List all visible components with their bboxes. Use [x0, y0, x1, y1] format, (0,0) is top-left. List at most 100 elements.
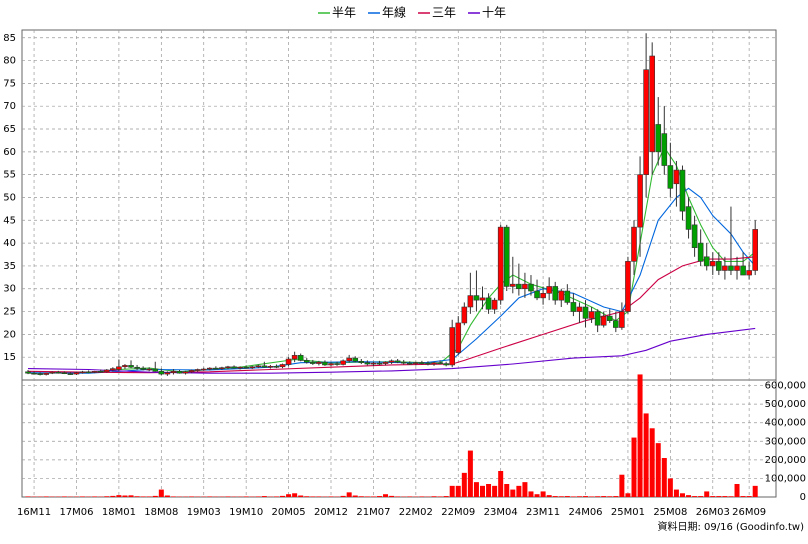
- volume-bar: [710, 496, 715, 497]
- y-tick-label: 65: [3, 124, 16, 135]
- candle-body: [516, 284, 521, 289]
- candle-body: [589, 312, 594, 319]
- plot-frame: [22, 30, 776, 497]
- candle-body: [638, 175, 643, 227]
- volume-bar: [474, 482, 479, 497]
- legend-label: 年線: [382, 5, 406, 20]
- candle-body: [680, 170, 685, 211]
- candle-body: [274, 366, 279, 367]
- candle-body: [735, 266, 740, 271]
- candle-body: [522, 284, 527, 289]
- volume-bar: [522, 482, 527, 497]
- volume-bar: [365, 496, 370, 497]
- volume-bar: [480, 486, 485, 497]
- volume-bar: [583, 496, 588, 497]
- candle-body: [92, 371, 97, 372]
- volume-bar: [516, 486, 521, 497]
- x-tick-label: 19M03: [187, 507, 221, 518]
- volume-bar: [468, 451, 473, 497]
- candle-body: [110, 369, 115, 370]
- volume-tick-label: 100,000: [765, 473, 806, 484]
- volume-bar: [753, 486, 758, 497]
- volume-bar: [686, 495, 691, 497]
- candle-body: [474, 296, 479, 301]
- volume-bar: [613, 496, 618, 497]
- x-tick-label: 18M01: [102, 507, 136, 518]
- x-tick-label: 26M03: [696, 507, 730, 518]
- volume-bar: [692, 496, 697, 497]
- candle-body: [359, 361, 364, 362]
- volume-bar: [395, 496, 400, 497]
- candle-body: [492, 300, 497, 309]
- candle-body: [50, 372, 55, 373]
- candle-body: [407, 363, 412, 364]
- volume-bar: [286, 494, 291, 497]
- volume-bar: [722, 496, 727, 497]
- volume-bar: [535, 494, 540, 497]
- candle-body: [401, 362, 406, 363]
- volume-bar: [595, 496, 600, 497]
- candle-body: [377, 363, 382, 364]
- candle-body: [456, 323, 461, 353]
- volume-bar: [171, 496, 176, 497]
- volume-tick-label: 400,000: [765, 418, 806, 429]
- candle-body: [601, 316, 606, 325]
- candle-body: [553, 286, 558, 300]
- x-tick-label: 22M02: [399, 507, 433, 518]
- volume-bar: [280, 496, 285, 497]
- candle-body: [510, 284, 515, 286]
- candle-body: [268, 366, 273, 367]
- candle-body: [44, 373, 49, 374]
- candle-body: [213, 368, 218, 369]
- candle-body: [547, 286, 552, 293]
- candle-body: [244, 367, 249, 368]
- volume-bar: [674, 490, 679, 497]
- candle-body: [710, 261, 715, 266]
- volume-bar: [44, 496, 49, 497]
- candle-body: [26, 372, 31, 373]
- volume-bar: [450, 486, 455, 497]
- volume-bar: [122, 496, 127, 497]
- volume-bar: [262, 496, 267, 497]
- candle-body: [189, 370, 194, 371]
- candle-body: [292, 355, 297, 359]
- candle-body: [577, 307, 582, 312]
- candle-body: [256, 366, 261, 367]
- candle-body: [62, 373, 67, 374]
- x-tick-label: 26M09: [732, 507, 766, 518]
- candle-body: [504, 227, 509, 286]
- volume-bar: [619, 475, 624, 497]
- y-tick-label: 40: [3, 238, 16, 249]
- candle-body: [444, 364, 449, 365]
- volume-bar: [353, 496, 358, 497]
- x-tick-label: 20M12: [314, 507, 348, 518]
- y-tick-label: 20: [3, 329, 16, 340]
- candle-body: [262, 366, 267, 367]
- candle-body: [165, 373, 170, 374]
- volume-bar: [316, 496, 321, 497]
- legend: 半年年線三年十年: [318, 5, 506, 20]
- candle-body: [607, 316, 612, 321]
- y-tick-label: 70: [3, 101, 16, 112]
- candle-body: [625, 261, 630, 311]
- y-tick-label: 55: [3, 170, 16, 181]
- candle-body: [650, 56, 655, 152]
- candle-body: [535, 291, 540, 298]
- volume-bar: [432, 496, 437, 497]
- y-tick-label: 25: [3, 307, 16, 318]
- volume-tick-label: 300,000: [765, 436, 806, 447]
- candle-body: [686, 207, 691, 230]
- candle-body: [129, 365, 134, 367]
- candle-body: [310, 362, 315, 363]
- volume-bar: [728, 496, 733, 497]
- volume-bar: [359, 496, 364, 497]
- volume-bar: [26, 496, 31, 497]
- candle-body: [413, 363, 418, 364]
- volume-bar: [607, 496, 612, 497]
- candle-body: [141, 368, 146, 369]
- volume-bar: [625, 493, 630, 497]
- y-tick-label: 60: [3, 147, 16, 158]
- candle-body: [135, 367, 140, 368]
- candle-body: [280, 364, 285, 366]
- volume-bar: [498, 471, 503, 497]
